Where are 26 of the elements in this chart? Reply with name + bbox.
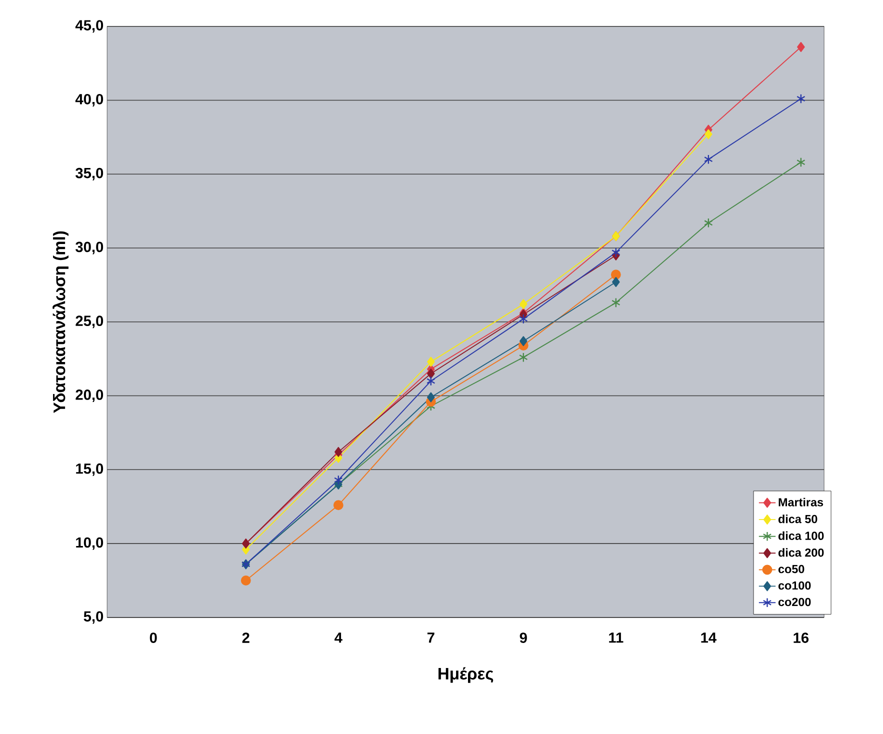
- x-tick-label: 2: [242, 632, 250, 644]
- legend-label: dica 100: [778, 532, 824, 540]
- legend-label: dica 200: [778, 548, 824, 557]
- x-tick-label: 0: [150, 632, 157, 644]
- x-tick-label: 7: [427, 632, 434, 643]
- x-axis-title: Ημέρες: [438, 667, 494, 684]
- y-tick-label: 45,0: [75, 20, 104, 33]
- x-tick-label: 9: [520, 632, 527, 644]
- legend-label: co100: [778, 582, 811, 590]
- legend-label: dica 50: [778, 514, 818, 524]
- y-tick-label: 25,0: [76, 316, 104, 328]
- y-tick-label: 20,0: [76, 390, 104, 402]
- legend-label: co200: [778, 598, 811, 606]
- y-tick-label: 10,0: [76, 538, 104, 550]
- legend-label: co50: [778, 565, 804, 574]
- x-tick-label: 11: [609, 632, 624, 643]
- y-tick-label: 15,0: [76, 464, 104, 476]
- y-axis-title: Υδατοκατανάλωση (ml): [52, 232, 68, 414]
- x-tick-label: 14: [701, 632, 716, 643]
- y-tick-label: 5,0: [84, 611, 104, 624]
- y-tick-label: 35,0: [76, 168, 104, 181]
- x-tick-label: 16: [794, 632, 809, 644]
- legend-label: Martiras: [778, 498, 824, 507]
- y-tick-label: 30,0: [76, 242, 104, 254]
- x-tick-label: 4: [334, 632, 342, 643]
- y-tick-label: 40,0: [75, 94, 104, 107]
